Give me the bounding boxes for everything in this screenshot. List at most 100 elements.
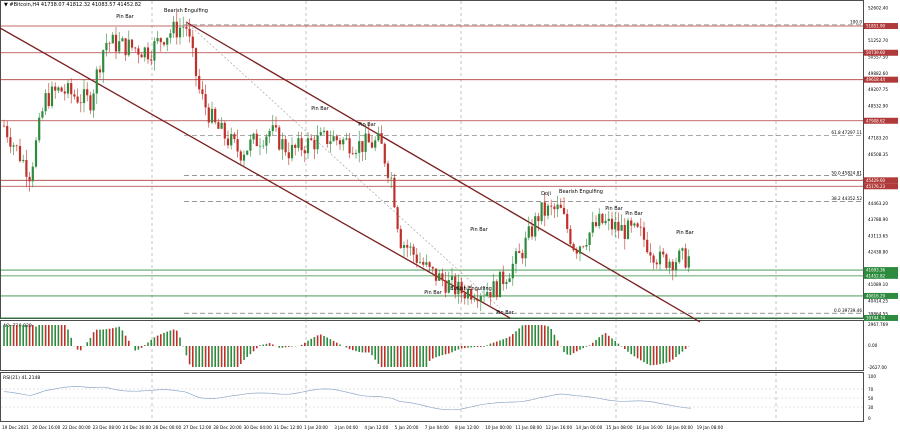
rsi-label: RSI(21) 41.2148 (3, 375, 40, 381)
level-tag-4 (864, 177, 898, 184)
candle-body-202 (649, 252, 652, 256)
level-tag-8 (864, 292, 898, 299)
candle-body-88 (284, 139, 287, 153)
chart-symbol-header: ▼ #Bitcoin,H4 41738.07 41812.32 41083.57… (4, 2, 142, 8)
candle-body-85 (274, 125, 278, 128)
candle-body-108 (348, 138, 351, 154)
candle-body-99 (319, 132, 322, 136)
candle-body-67 (217, 122, 220, 129)
candle-body-97 (313, 139, 316, 150)
time-label-7: 28 Dec 20:00 (213, 425, 241, 430)
pattern-annotation-1: Bearish Engulfing (164, 8, 208, 14)
candle-body-68 (220, 122, 223, 129)
time-label-19: 14 Jan 00:00 (576, 425, 603, 430)
rsi-polyline (3, 386, 692, 411)
time-label-12: 4 Jan 12:00 (364, 425, 388, 430)
candle-body-174 (559, 204, 562, 208)
candle-body-54 (175, 21, 178, 38)
candle-body-57 (185, 27, 188, 29)
candle-body-111 (358, 141, 361, 153)
fib-label-3: 38.2 44352.52 (831, 196, 862, 201)
candle-body-18 (60, 87, 63, 92)
candle-body-113 (364, 133, 367, 152)
candle-body-86 (278, 127, 281, 150)
candle-body-40 (130, 39, 134, 48)
rsi-scale-100: 100 (868, 374, 876, 379)
candle-body-29 (95, 69, 98, 94)
time-label-20: 15 Jan 08:00 (606, 425, 633, 430)
candle-body-36 (118, 41, 121, 52)
candle-body-198 (636, 223, 639, 227)
candle-body-42 (137, 48, 140, 55)
pattern-annotation-12: Pin Bar (496, 310, 515, 316)
candle-body-150 (482, 295, 486, 297)
candle-body-74 (239, 151, 242, 161)
candle-body-152 (489, 291, 492, 298)
rsi-scale-70: 70 (868, 387, 874, 392)
time-label-14: 7 Jan 04:00 (425, 425, 449, 430)
trend-channel[interactable] (0, 21, 701, 323)
time-label-1: 20 Dec 16:00 (32, 425, 60, 430)
candle-body-77 (249, 139, 252, 151)
candle-body-56 (182, 27, 185, 28)
candle-body-154 (495, 281, 498, 298)
candle-body-180 (578, 246, 582, 254)
time-label-13: 5 Jan 20:00 (395, 425, 419, 430)
time-label-0: 19 Dec 2021 (2, 425, 29, 430)
ao-panel-frame (0, 320, 864, 371)
candle-body-9 (31, 166, 34, 182)
candle-body-164 (527, 226, 530, 238)
price-scale-label-1: 51252.70 (868, 38, 888, 43)
time-label-6: 27 Dec 12:00 (183, 425, 211, 430)
candle-body-95 (306, 138, 310, 154)
candle-body-48 (156, 38, 159, 42)
candle-body-191 (614, 221, 617, 230)
pattern-annotation-0: Pin Bar (116, 14, 135, 20)
time-label-18: 12 Jan 16:00 (546, 425, 573, 430)
candle-body-140 (450, 276, 454, 281)
level-tag-7 (864, 272, 898, 279)
candle-body-92 (297, 138, 300, 148)
level-tag-1 (864, 49, 898, 56)
candle-body-141 (454, 276, 457, 295)
candle-body-11 (38, 117, 41, 141)
time-label-17: 11 Jan 08:00 (515, 425, 542, 430)
candle-body-193 (620, 225, 623, 231)
time-label-11: 3 Jan 04:00 (334, 425, 358, 430)
candle-body-98 (316, 135, 319, 150)
candle-body-84 (271, 125, 274, 132)
candle-body-5 (18, 146, 22, 162)
candle-body-10 (34, 140, 38, 167)
level-tag-text-0: 51851.90 (866, 24, 886, 29)
candle-body-181 (582, 246, 585, 248)
candle-body-105 (338, 140, 342, 145)
candle-body-173 (556, 204, 559, 210)
candle-body-127 (409, 246, 412, 248)
time-label-21: 16 Jan 16:00 (636, 425, 663, 430)
rsi-scale-50: 50 (868, 396, 874, 401)
candle-body-132 (425, 262, 428, 265)
candle-body-19 (63, 91, 66, 94)
pattern-annotation-3: Pin Bar (358, 122, 377, 128)
candle-body-142 (457, 281, 460, 295)
candle-body-33 (108, 42, 111, 44)
awesome-oscillator-histogram (3, 325, 690, 367)
candle-body-102 (329, 141, 332, 144)
candle-body-162 (521, 252, 524, 259)
candle-body-80 (258, 145, 262, 147)
candle-body-63 (204, 94, 207, 108)
price-scale-label-12: 42438.80 (868, 250, 888, 255)
candle-body-13 (44, 93, 47, 112)
ao-scale-zero: 0.00 (868, 343, 878, 348)
candle-body-60 (194, 48, 198, 76)
price-scale-label-0: 52602.40 (868, 6, 888, 11)
candle-body-151 (486, 291, 489, 296)
fib-label-1: 61.8 47297.11 (831, 130, 862, 135)
pattern-annotation-5: Bearish Engulfing (559, 189, 603, 195)
level-tag-0 (864, 23, 898, 30)
candle-body-3 (12, 145, 15, 147)
candle-body-0 (2, 125, 6, 127)
candle-body-100 (322, 130, 326, 133)
candle-body-118 (380, 133, 383, 144)
